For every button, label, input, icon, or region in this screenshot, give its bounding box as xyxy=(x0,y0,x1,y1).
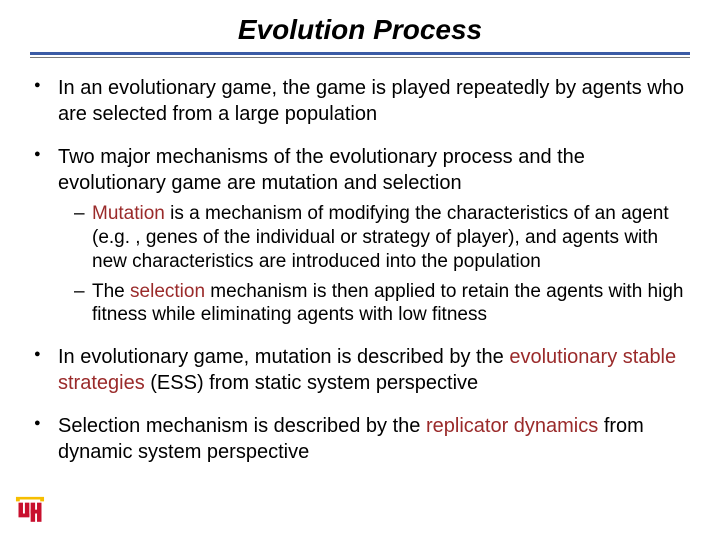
bullet-list: In an evolutionary game, the game is pla… xyxy=(30,76,690,466)
bullet-item: Selection mechanism is described by the … xyxy=(30,414,690,465)
uh-logo-icon xyxy=(14,495,46,530)
sub-item: Mutation is a mechanism of modifying the… xyxy=(74,202,690,273)
bullet-item: In an evolutionary game, the game is pla… xyxy=(30,76,690,127)
title-rule-thin xyxy=(30,57,690,58)
body-text: is a mechanism of modifying the characte… xyxy=(92,203,669,272)
body-text: Two major mechanisms of the evolutionary… xyxy=(58,146,585,194)
highlight-text: Mutation xyxy=(92,203,165,224)
slide-title: Evolution Process xyxy=(30,14,690,46)
body-text: The xyxy=(92,281,130,302)
body-text: (ESS) from static system perspective xyxy=(145,372,478,394)
slide: Evolution Process In an evolutionary gam… xyxy=(0,0,720,540)
highlight-text: selection xyxy=(130,281,205,302)
sub-list: Mutation is a mechanism of modifying the… xyxy=(58,202,690,327)
sub-item: The selection mechanism is then applied … xyxy=(74,280,690,328)
body-text: In an evolutionary game, the game is pla… xyxy=(58,77,684,125)
body-text: Selection mechanism is described by the xyxy=(58,415,426,437)
bullet-item: In evolutionary game, mutation is descri… xyxy=(30,345,690,396)
bullet-item: Two major mechanisms of the evolutionary… xyxy=(30,145,690,327)
title-rule xyxy=(30,52,690,55)
body-text: In evolutionary game, mutation is descri… xyxy=(58,346,509,368)
highlight-text: replicator dynamics xyxy=(426,415,598,437)
